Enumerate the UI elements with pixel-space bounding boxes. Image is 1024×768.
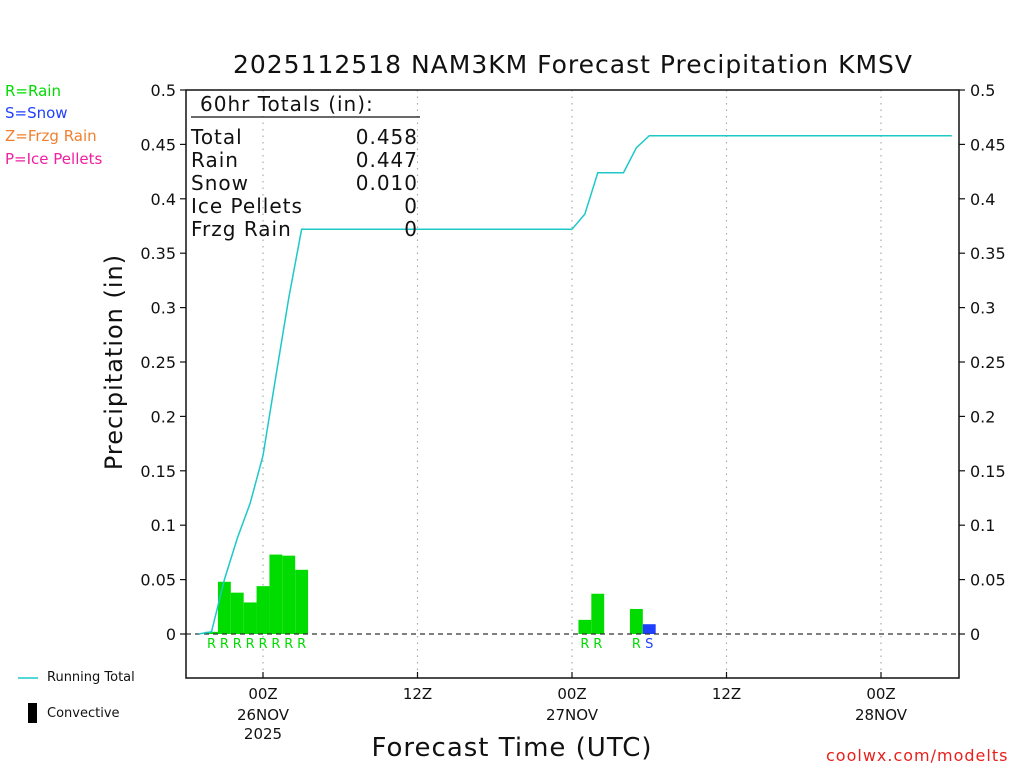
totals-label-rain: Rain bbox=[191, 148, 239, 172]
precip-bar-3 bbox=[243, 602, 257, 634]
x-tick-date-2: 27NOV bbox=[546, 706, 599, 724]
x-tick-label-0: 00Z bbox=[248, 685, 277, 703]
convective-legend-swatch bbox=[28, 703, 37, 723]
y-tick-label-right-3: 0.15 bbox=[970, 462, 1006, 481]
precip-bar-2 bbox=[230, 592, 244, 634]
y-tick-label-left-4: 0.2 bbox=[151, 407, 176, 426]
totals-value-ice-pellets: 0 bbox=[404, 194, 418, 218]
totals-value-freezing-rain: 0 bbox=[404, 217, 418, 241]
source-credit: coolwx.com/modelts bbox=[826, 746, 1009, 765]
precip-bar-0 bbox=[205, 631, 218, 634]
precip-type-label-7: R bbox=[297, 637, 306, 652]
legend-snow: S=Snow bbox=[5, 104, 68, 122]
y-tick-label-left-6: 0.3 bbox=[151, 299, 176, 318]
precip-bar-10 bbox=[629, 608, 643, 634]
y-tick-label-left-0: 0 bbox=[166, 625, 176, 644]
precip-bar-6 bbox=[282, 555, 296, 634]
precip-bar-4 bbox=[256, 586, 270, 634]
precip-type-label-8: R bbox=[580, 637, 589, 652]
precip-type-label-1: R bbox=[220, 637, 229, 652]
totals-value-rain: 0.447 bbox=[355, 148, 418, 172]
precip-type-label-6: R bbox=[284, 637, 293, 652]
y-tick-label-right-0: 0 bbox=[970, 625, 980, 644]
x-tick-label-2: 00Z bbox=[557, 685, 586, 703]
legend-freezing-rain: Z=Frzg Rain bbox=[5, 127, 97, 145]
precip-bar-11 bbox=[642, 624, 656, 634]
y-tick-label-left-2: 0.1 bbox=[151, 516, 176, 535]
x-tick-date-4: 28NOV bbox=[855, 706, 908, 724]
y-tick-label-left-7: 0.35 bbox=[140, 244, 176, 263]
y-tick-label-left-10: 0.5 bbox=[151, 81, 176, 100]
precip-bar-1 bbox=[217, 581, 231, 634]
y-tick-label-left-5: 0.25 bbox=[140, 353, 176, 372]
precip-bar-8 bbox=[578, 619, 592, 634]
legend-rain: R=Rain bbox=[5, 82, 61, 100]
totals-label-freezing-rain: Frzg Rain bbox=[191, 217, 292, 241]
y-tick-label-right-4: 0.2 bbox=[970, 407, 995, 426]
y-tick-label-right-9: 0.45 bbox=[970, 135, 1006, 154]
precip-type-label-10: R bbox=[632, 637, 641, 652]
totals-label-ice-pellets: Ice Pellets bbox=[191, 194, 303, 218]
y-tick-label-right-8: 0.4 bbox=[970, 190, 995, 209]
precip-type-label-2: R bbox=[233, 637, 242, 652]
totals-header: 60hr Totals (in): bbox=[200, 92, 374, 116]
y-tick-label-right-5: 0.25 bbox=[970, 353, 1006, 372]
totals-label-total: Total bbox=[191, 125, 243, 149]
totals-value-snow: 0.010 bbox=[355, 171, 418, 195]
y-tick-label-left-1: 0.05 bbox=[140, 571, 176, 590]
y-tick-label-right-7: 0.35 bbox=[970, 244, 1006, 263]
x-tick-label-1: 12Z bbox=[403, 685, 432, 703]
precip-type-label-0: R bbox=[207, 637, 216, 652]
x-axis-label: Forecast Time (UTC) bbox=[371, 733, 653, 763]
legend-ice-pellets: P=Ice Pellets bbox=[5, 150, 103, 168]
precip-type-label-11: S bbox=[645, 637, 653, 652]
precip-type-label-9: R bbox=[593, 637, 602, 652]
y-axis-label: Precipitation (in) bbox=[100, 254, 128, 470]
precip-type-label-4: R bbox=[258, 637, 267, 652]
x-tick-year-0: 2025 bbox=[244, 725, 282, 743]
precip-bar-5 bbox=[269, 554, 283, 634]
y-tick-label-right-2: 0.1 bbox=[970, 516, 995, 535]
x-tick-date-0: 26NOV bbox=[237, 706, 290, 724]
y-tick-label-right-6: 0.3 bbox=[970, 299, 995, 318]
convective-legend-label: Convective bbox=[47, 706, 120, 721]
precip-bar-9 bbox=[591, 593, 605, 634]
x-tick-label-3: 12Z bbox=[712, 685, 741, 703]
totals-label-snow: Snow bbox=[191, 171, 249, 195]
running-total-line bbox=[198, 134, 952, 635]
precip-type-label-5: R bbox=[271, 637, 280, 652]
y-tick-label-right-1: 0.05 bbox=[970, 571, 1006, 590]
running-total-legend-label: Running Total bbox=[47, 670, 135, 685]
y-tick-label-left-3: 0.15 bbox=[140, 462, 176, 481]
precip-bar-7 bbox=[295, 569, 309, 634]
x-tick-label-4: 00Z bbox=[866, 685, 895, 703]
y-tick-label-left-9: 0.45 bbox=[140, 135, 176, 154]
y-tick-label-left-8: 0.4 bbox=[151, 190, 176, 209]
precip-type-label-3: R bbox=[246, 637, 255, 652]
y-tick-label-right-10: 0.5 bbox=[970, 81, 995, 100]
chart-title: 2025112518 NAM3KM Forecast Precipitation… bbox=[232, 50, 914, 79]
totals-value-total: 0.458 bbox=[355, 125, 418, 149]
